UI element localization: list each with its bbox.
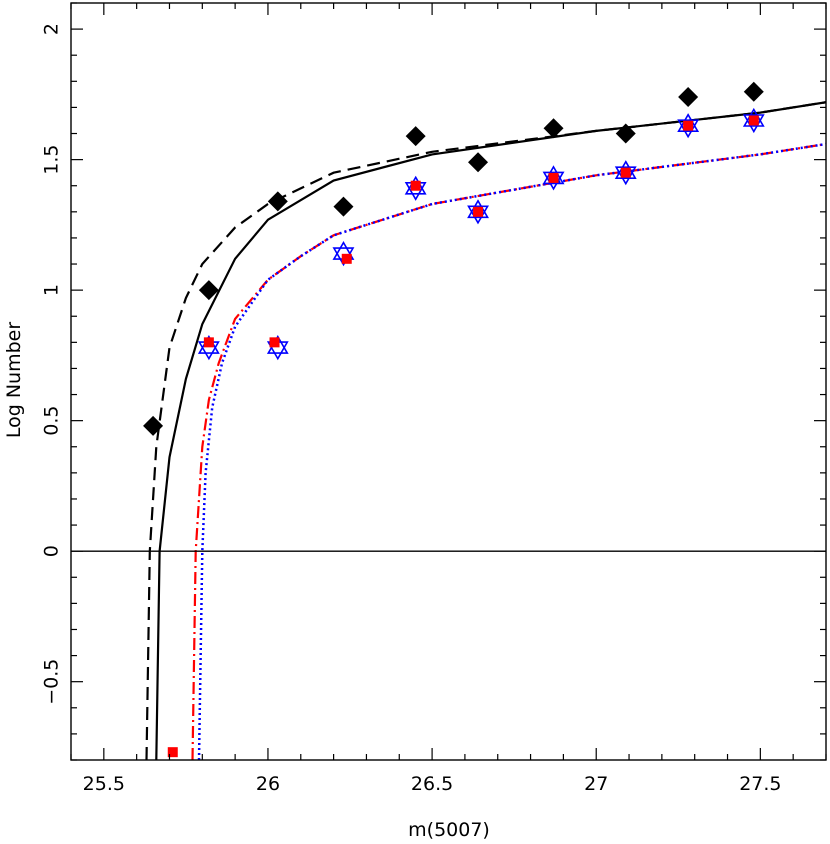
x-tick-label: 26 xyxy=(256,773,280,795)
x-tick-label: 26.5 xyxy=(411,773,453,795)
axes: 25.5 26 26.5 27 27.5 −0.5 0 0.5 1 1.5 2 xyxy=(41,2,827,795)
diamond-point xyxy=(615,123,636,144)
data-points xyxy=(143,81,765,758)
y-tick-label: −0.5 xyxy=(41,659,63,705)
x-axis-label: m(5007) xyxy=(408,819,490,841)
y-axis-label: Log Number xyxy=(3,322,25,438)
square-point xyxy=(683,120,694,131)
diamond-point xyxy=(267,191,288,212)
y-tick-label: 0.5 xyxy=(41,406,63,436)
curve-dashed xyxy=(145,101,826,760)
square-point xyxy=(203,337,214,348)
diamond-point xyxy=(333,196,354,217)
square-point xyxy=(748,115,759,126)
x-tick-label: 27 xyxy=(584,773,608,795)
diamond-point xyxy=(405,126,426,147)
fit-curves xyxy=(145,101,826,760)
diamond-point xyxy=(468,152,489,173)
square-point xyxy=(410,180,421,191)
x-tick-label: 25.5 xyxy=(83,773,125,795)
square-point xyxy=(269,337,280,348)
diamond-point xyxy=(143,415,164,436)
square-point xyxy=(167,747,178,758)
y-tick-label: 1.5 xyxy=(41,145,63,175)
square-point xyxy=(473,206,484,217)
y-tick-label: 2 xyxy=(41,23,63,35)
diamond-point xyxy=(678,86,699,107)
diamond-point xyxy=(198,280,219,301)
curve-dotted xyxy=(197,142,826,760)
diamond-point xyxy=(743,81,764,102)
curve-solid xyxy=(155,101,826,760)
x-tick-label: 27.5 xyxy=(739,773,781,795)
square-point xyxy=(341,253,352,264)
plot-frame xyxy=(70,2,827,761)
square-point xyxy=(620,167,631,178)
y-tick-label: 1 xyxy=(41,284,63,296)
curve-dashdot xyxy=(191,142,826,760)
square-point xyxy=(548,172,559,183)
diamond-point xyxy=(543,118,564,139)
y-tick-label: 0 xyxy=(41,545,63,557)
